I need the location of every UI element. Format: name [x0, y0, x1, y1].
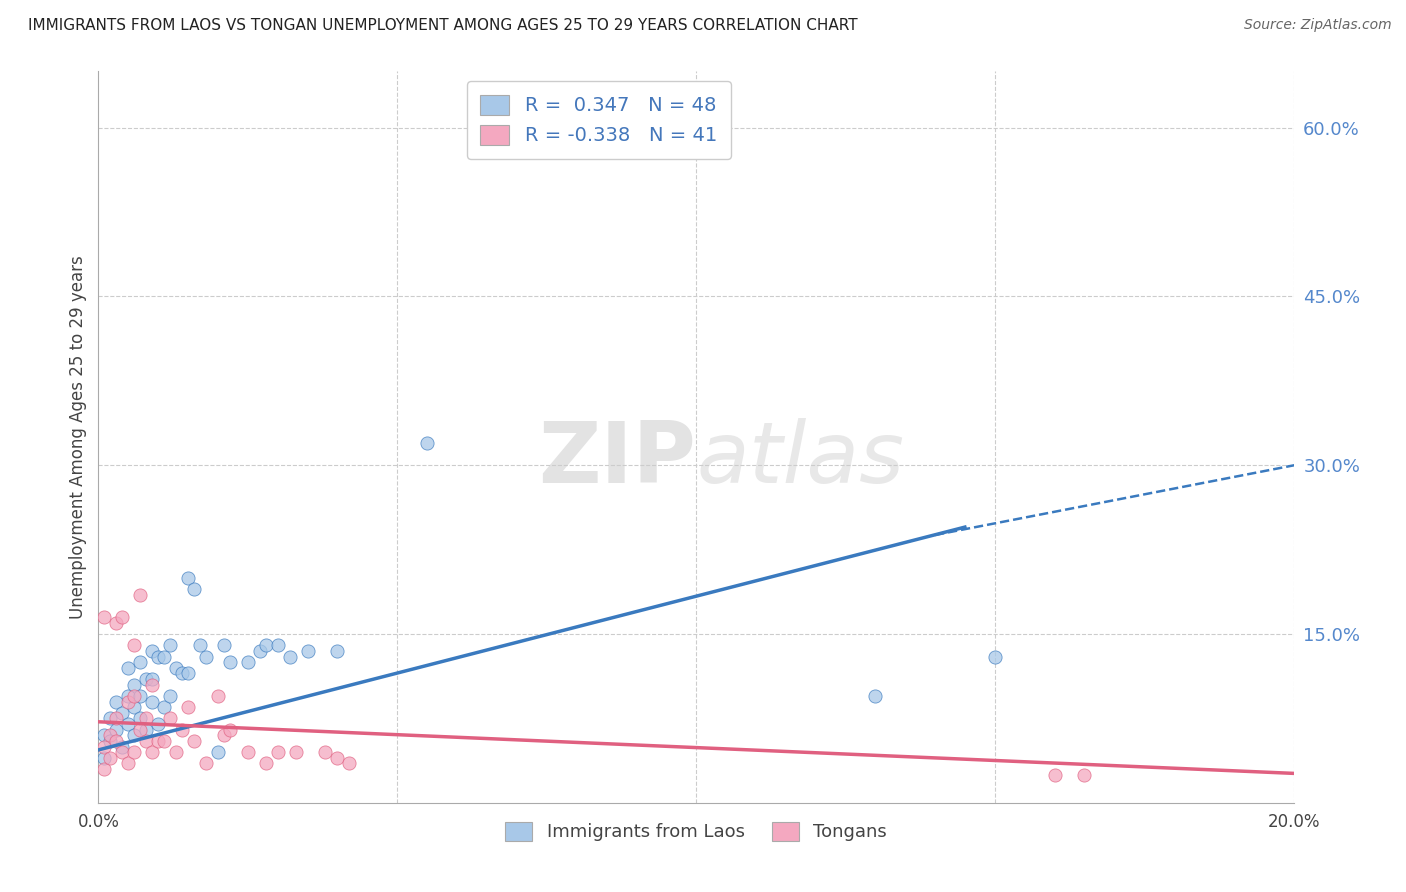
Point	[159, 638, 181, 652]
Point	[105, 734, 128, 748]
Point	[172, 666, 194, 681]
Point	[1043, 767, 1066, 781]
Point	[117, 717, 139, 731]
Point	[177, 571, 200, 585]
Point	[254, 756, 277, 771]
Point	[105, 615, 128, 630]
Point	[93, 762, 115, 776]
Point	[165, 745, 187, 759]
Point	[98, 751, 122, 765]
Text: IMMIGRANTS FROM LAOS VS TONGAN UNEMPLOYMENT AMONG AGES 25 TO 29 YEARS CORRELATIO: IMMIGRANTS FROM LAOS VS TONGAN UNEMPLOYM…	[28, 18, 858, 33]
Text: Source: ZipAtlas.com: Source: ZipAtlas.com	[1244, 18, 1392, 32]
Point	[278, 649, 301, 664]
Point	[105, 723, 128, 737]
Point	[124, 638, 146, 652]
Point	[984, 649, 1007, 664]
Point	[148, 649, 170, 664]
Point	[124, 728, 146, 742]
Point	[416, 435, 439, 450]
Point	[284, 745, 307, 759]
Point	[865, 689, 887, 703]
Point	[212, 638, 235, 652]
Point	[111, 610, 134, 624]
Point	[326, 751, 349, 765]
Point	[172, 723, 194, 737]
Point	[339, 756, 361, 771]
Point	[129, 723, 152, 737]
Point	[188, 638, 211, 652]
Point	[195, 649, 218, 664]
Point	[165, 661, 187, 675]
Point	[105, 711, 128, 725]
Point	[117, 689, 139, 703]
Point	[135, 734, 157, 748]
Point	[315, 745, 337, 759]
Point	[105, 694, 128, 708]
Point	[129, 689, 152, 703]
Point	[219, 723, 242, 737]
Point	[117, 756, 139, 771]
Text: atlas: atlas	[696, 417, 904, 500]
Point	[195, 756, 218, 771]
Point	[141, 672, 163, 686]
Point	[267, 638, 290, 652]
Point	[124, 689, 146, 703]
Point	[129, 711, 152, 725]
Point	[212, 728, 235, 742]
Text: ZIP: ZIP	[538, 417, 696, 500]
Point	[249, 644, 271, 658]
Point	[159, 711, 181, 725]
Point	[159, 689, 181, 703]
Point	[93, 728, 115, 742]
Point	[111, 745, 134, 759]
Point	[98, 711, 122, 725]
Point	[117, 661, 139, 675]
Point	[98, 734, 122, 748]
Point	[111, 706, 134, 720]
Point	[135, 672, 157, 686]
Point	[219, 655, 242, 669]
Point	[141, 678, 163, 692]
Point	[153, 700, 176, 714]
Point	[153, 649, 176, 664]
Point	[148, 734, 170, 748]
Point	[183, 582, 205, 596]
Point	[93, 751, 115, 765]
Point	[207, 745, 229, 759]
Y-axis label: Unemployment Among Ages 25 to 29 years: Unemployment Among Ages 25 to 29 years	[69, 255, 87, 619]
Point	[124, 745, 146, 759]
Point	[254, 638, 277, 652]
Point	[129, 588, 152, 602]
Point	[135, 723, 157, 737]
Point	[93, 610, 115, 624]
Point	[141, 694, 163, 708]
Point	[129, 655, 152, 669]
Point	[111, 739, 134, 754]
Point	[1073, 767, 1095, 781]
Point	[297, 644, 319, 658]
Point	[267, 745, 290, 759]
Legend: Immigrants from Laos, Tongans: Immigrants from Laos, Tongans	[498, 814, 894, 848]
Point	[148, 717, 170, 731]
Point	[183, 734, 205, 748]
Point	[141, 745, 163, 759]
Point	[207, 689, 229, 703]
Point	[153, 734, 176, 748]
Point	[141, 644, 163, 658]
Point	[236, 655, 259, 669]
Point	[236, 745, 259, 759]
Point	[117, 694, 139, 708]
Point	[135, 711, 157, 725]
Point	[326, 644, 349, 658]
Point	[93, 739, 115, 754]
Point	[124, 678, 146, 692]
Point	[124, 700, 146, 714]
Point	[177, 666, 200, 681]
Point	[98, 728, 122, 742]
Point	[177, 700, 200, 714]
